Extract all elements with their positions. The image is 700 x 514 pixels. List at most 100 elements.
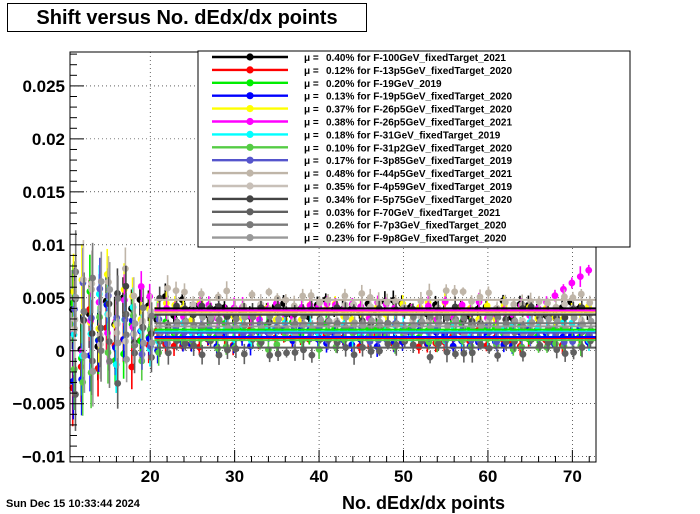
legend-marker [246,79,254,87]
legend-marker [246,234,254,242]
legend-mu-symbol: μ = [304,53,319,64]
data-point [275,315,283,323]
data-point [561,300,569,308]
data-point [189,301,197,308]
data-point [181,340,189,347]
legend-label: 0.17% for F-3p85GeV_fixedTarget_2019 [326,156,512,167]
legend-marker [246,117,254,126]
x-tick-label: 30 [225,467,244,486]
timestamp: Sun Dec 15 10:33:44 2024 [6,498,140,510]
data-point [299,292,307,300]
chart-title: Shift versus No. dEdx/dx points [36,7,338,29]
legend-marker [246,195,254,203]
data-point [114,295,122,302]
data-point [148,339,156,347]
data-point [494,352,502,359]
legend-label: 0.12% for F-13p5GeV_fixedTarget_2020 [326,66,512,77]
data-point [265,288,273,296]
legend-label: 0.13% for F-19p5GeV_fixedTarget_2020 [326,92,512,103]
data-point [341,292,349,300]
data-point [89,274,97,282]
data-point [106,357,113,365]
data-point [266,351,274,359]
data-point [476,293,484,301]
data-point [128,363,136,371]
data-point [164,349,172,357]
legend-marker [246,208,254,216]
legend-entry: μ = 0.34% for F-5p75GeV_fixedTarget_2020 [212,195,512,206]
data-point [215,351,223,359]
x-tick-label: 50 [394,467,413,486]
legend-mu-symbol: μ = [304,195,319,206]
data-point [418,318,426,326]
legend-entry: μ = 0.48% for F-44p5GeV_fixedTarget_2021 [212,169,512,180]
data-point [561,314,569,321]
data-point [544,299,551,307]
data-point [417,297,425,305]
legend-marker [246,143,254,151]
data-point [459,288,467,296]
legend-entry: μ = 0.23% for F-9p8GeV_fixedTarget_2020 [212,234,507,245]
data-point [89,368,97,375]
data-point [358,290,366,297]
data-point [561,293,568,301]
data-point [104,349,112,356]
y-tick-label: 0 [56,342,65,361]
data-point [137,283,145,290]
data-point [274,350,282,358]
data-point [443,348,451,356]
data-point [81,352,88,360]
data-point [545,315,553,323]
data-point [130,292,138,300]
data-point [510,301,518,308]
x-tick-label: 40 [310,467,329,486]
data-point [114,379,122,387]
data-point [442,287,450,295]
legend-entry: μ = 0.13% for F-19p5GeV_fixedTarget_2020 [212,92,512,103]
data-point [164,284,171,292]
data-point [291,349,299,356]
data-point [240,350,248,358]
legend-marker [246,169,254,177]
data-point [232,345,240,353]
data-point [148,312,156,320]
data-point [384,340,392,348]
legend-marker [246,53,254,61]
data-point [248,291,256,298]
data-point [223,287,231,295]
x-axis-label: No. dEdx/dx points [342,493,506,513]
data-point [576,273,584,280]
legend-entry: μ = 0.37% for F-26p5GeV_fixedTarget_2020 [212,105,512,116]
data-point [97,278,105,285]
legend-entry: μ = 0.35% for F-4p59GeV_fixedTarget_2019 [212,182,512,193]
data-point [139,304,147,312]
y-tick-label: −0.01 [22,448,65,467]
data-point [376,347,383,355]
data-point [140,339,147,347]
data-point [136,296,144,304]
x-tick-label: 70 [563,467,582,486]
data-point [485,289,492,297]
legend-label: 0.18% for F-31GeV_fixedTarget_2019 [326,130,501,141]
y-tick-label: 0.025 [22,77,65,96]
legend-label: 0.34% for F-5p75GeV_fixedTarget_2020 [326,195,512,206]
data-point [570,314,578,322]
legend-entry: μ = 0.12% for F-13p5GeV_fixedTarget_2020 [212,66,512,77]
legend-mu-symbol: μ = [304,118,319,129]
data-point [97,347,105,355]
data-point [367,348,375,355]
data-point [155,349,163,356]
y-tick-label: 0.01 [32,236,65,255]
data-point [106,286,114,293]
legend-marker [246,156,254,164]
data-point [570,349,578,356]
data-point [273,341,281,348]
legend-marker [246,105,254,113]
legend-entry: μ = 0.38% for F-26p5GeV_fixedTarget_2021 [212,118,512,129]
data-point [181,288,188,296]
data-point [114,339,122,347]
data-point [350,351,358,359]
data-point [172,287,180,295]
data-point [458,301,466,309]
data-point [443,314,451,322]
